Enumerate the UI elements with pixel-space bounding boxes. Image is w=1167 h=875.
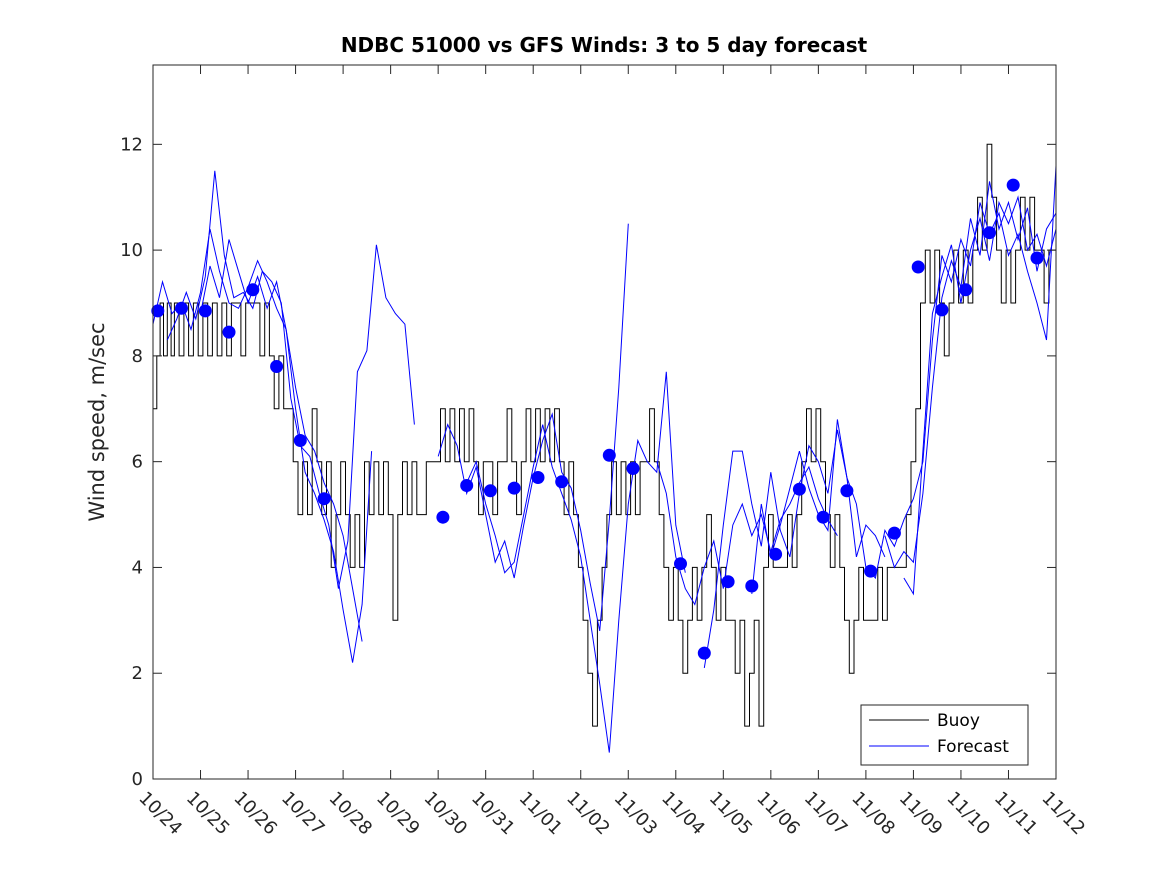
chart-title: NDBC 51000 vs GFS Winds: 3 to 5 day fore… [341, 33, 868, 57]
forecast-marker-7 [293, 434, 307, 447]
forecast-marker-28 [935, 303, 949, 317]
forecast-series [152, 165, 1057, 753]
legend-forecast-label: Forecast [937, 737, 1009, 757]
y-tick-label-6: 12 [120, 134, 143, 155]
forecast-line-1 [152, 228, 363, 642]
forecast-marker-3 [198, 304, 212, 318]
forecast-marker-5 [246, 283, 260, 297]
forecast-marker-32 [1030, 251, 1044, 265]
forecast-marker-22 [792, 482, 806, 496]
buoy-series [153, 143, 1056, 727]
buoy-line [153, 143, 1056, 727]
forecast-marker-12 [507, 481, 521, 495]
forecast-line-5 [466, 371, 686, 753]
forecast-marker-21 [769, 547, 783, 561]
forecast-marker-20 [745, 579, 759, 593]
forecast-marker-6 [270, 360, 284, 373]
forecast-marker-2 [175, 301, 188, 315]
plot-frame [152, 64, 1057, 780]
forecast-marker-24 [840, 484, 854, 498]
forecast-line-10 [903, 195, 1057, 596]
forecast-line-2 [166, 170, 415, 589]
legend-buoy-label: Buoy [937, 711, 980, 731]
forecast-marker-25 [864, 564, 878, 578]
y-axis-ticks: 0 2 4 6 8 10 12 [120, 134, 1056, 790]
forecast-marker-19 [721, 575, 735, 589]
forecast-marker-9 [436, 510, 450, 524]
forecast-marker-18 [697, 646, 711, 660]
forecast-marker-4 [222, 325, 236, 339]
forecast-marker-10 [460, 479, 474, 492]
forecast-marker-17 [674, 557, 687, 571]
forecast-marker-27 [911, 260, 925, 274]
forecast-marker-1 [151, 304, 165, 318]
y-tick-label-4: 8 [132, 346, 143, 367]
forecast-marker-30 [983, 226, 996, 240]
forecast-marker-15 [602, 448, 616, 462]
forecast-marker-29 [959, 283, 973, 297]
legend: Buoy Forecast [860, 704, 1029, 766]
forecast-markers [151, 178, 1044, 660]
forecast-marker-23 [816, 510, 830, 524]
plot-area [153, 65, 1056, 779]
forecast-line-9 [884, 181, 1057, 569]
forecast-marker-31 [1006, 178, 1020, 192]
forecast-line-3 [200, 239, 373, 663]
y-tick-label-0: 0 [132, 769, 143, 790]
forecast-marker-14 [555, 475, 569, 489]
forecast-marker-13 [531, 471, 545, 484]
y-axis-label: Wind speed, m/sec [85, 322, 109, 521]
y-tick-label-2: 4 [132, 557, 143, 578]
forecast-line-7 [703, 429, 886, 668]
forecast-line-6 [656, 461, 838, 606]
forecast-marker-8 [317, 492, 331, 506]
forecast-marker-16 [626, 462, 640, 475]
y-tick-label-1: 2 [132, 663, 143, 684]
forecast-marker-26 [887, 526, 901, 540]
y-tick-label-3: 6 [132, 452, 143, 473]
legend-box [860, 704, 1029, 766]
forecast-marker-11 [483, 484, 497, 498]
forecast-line-8 [751, 165, 1057, 594]
y-tick-label-5: 10 [120, 240, 143, 261]
